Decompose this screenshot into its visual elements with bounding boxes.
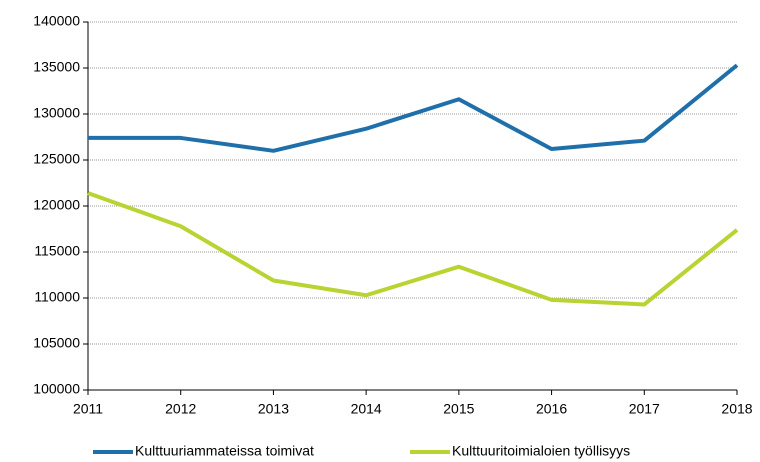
legend-label: Kulttuuritoimialoien työllisyys [452,443,630,459]
x-tick-label: 2015 [443,401,474,417]
y-tick-label: 135000 [33,59,80,75]
y-tick-label: 100000 [33,381,80,397]
line [88,63,739,153]
y-tick-label: 130000 [33,105,80,121]
y-tick-label: 105000 [33,335,80,351]
y-tick-label: 115000 [34,243,80,259]
y-tick-label: 140000 [33,13,80,29]
y-tick-label: 125000 [33,151,80,167]
y-tick-label: 110000 [34,289,80,305]
legend-label: Kulttuuriammateissa toimivat [135,443,314,459]
line [87,191,739,307]
x-tick-label: 2014 [351,401,382,417]
x-tick-label: 2012 [165,401,196,417]
x-tick-label: 2017 [629,401,660,417]
x-tick-label: 2018 [721,401,752,417]
x-tick-label: 2011 [73,401,103,417]
y-tick-label: 120000 [33,197,80,213]
x-tick-label: 2016 [536,401,567,417]
x-tick-label: 2013 [258,401,289,417]
